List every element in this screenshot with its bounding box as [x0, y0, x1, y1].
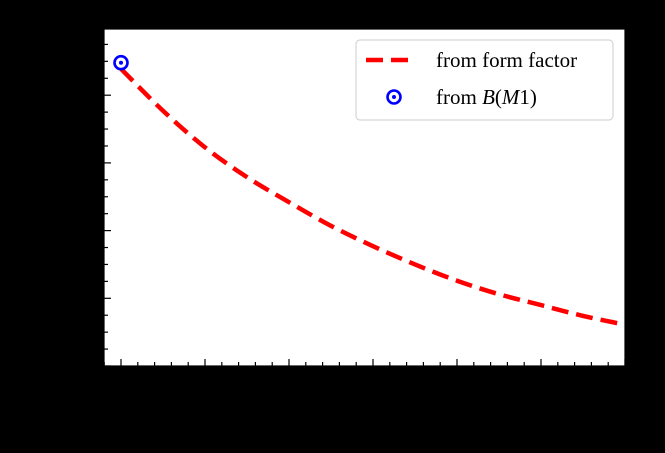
legend-label-form-factor: from form factor	[436, 48, 577, 72]
plot-frame	[103, 28, 626, 367]
legend: from form factor from B(M1)	[355, 39, 614, 121]
axis-ticks	[103, 43, 626, 367]
legend-box	[355, 39, 614, 121]
legend-label-bm1: from B(M1)	[436, 85, 537, 109]
form-factor-curve	[119, 67, 625, 327]
bm1-marker	[113, 54, 129, 71]
legend-marker-icon	[386, 89, 402, 105]
